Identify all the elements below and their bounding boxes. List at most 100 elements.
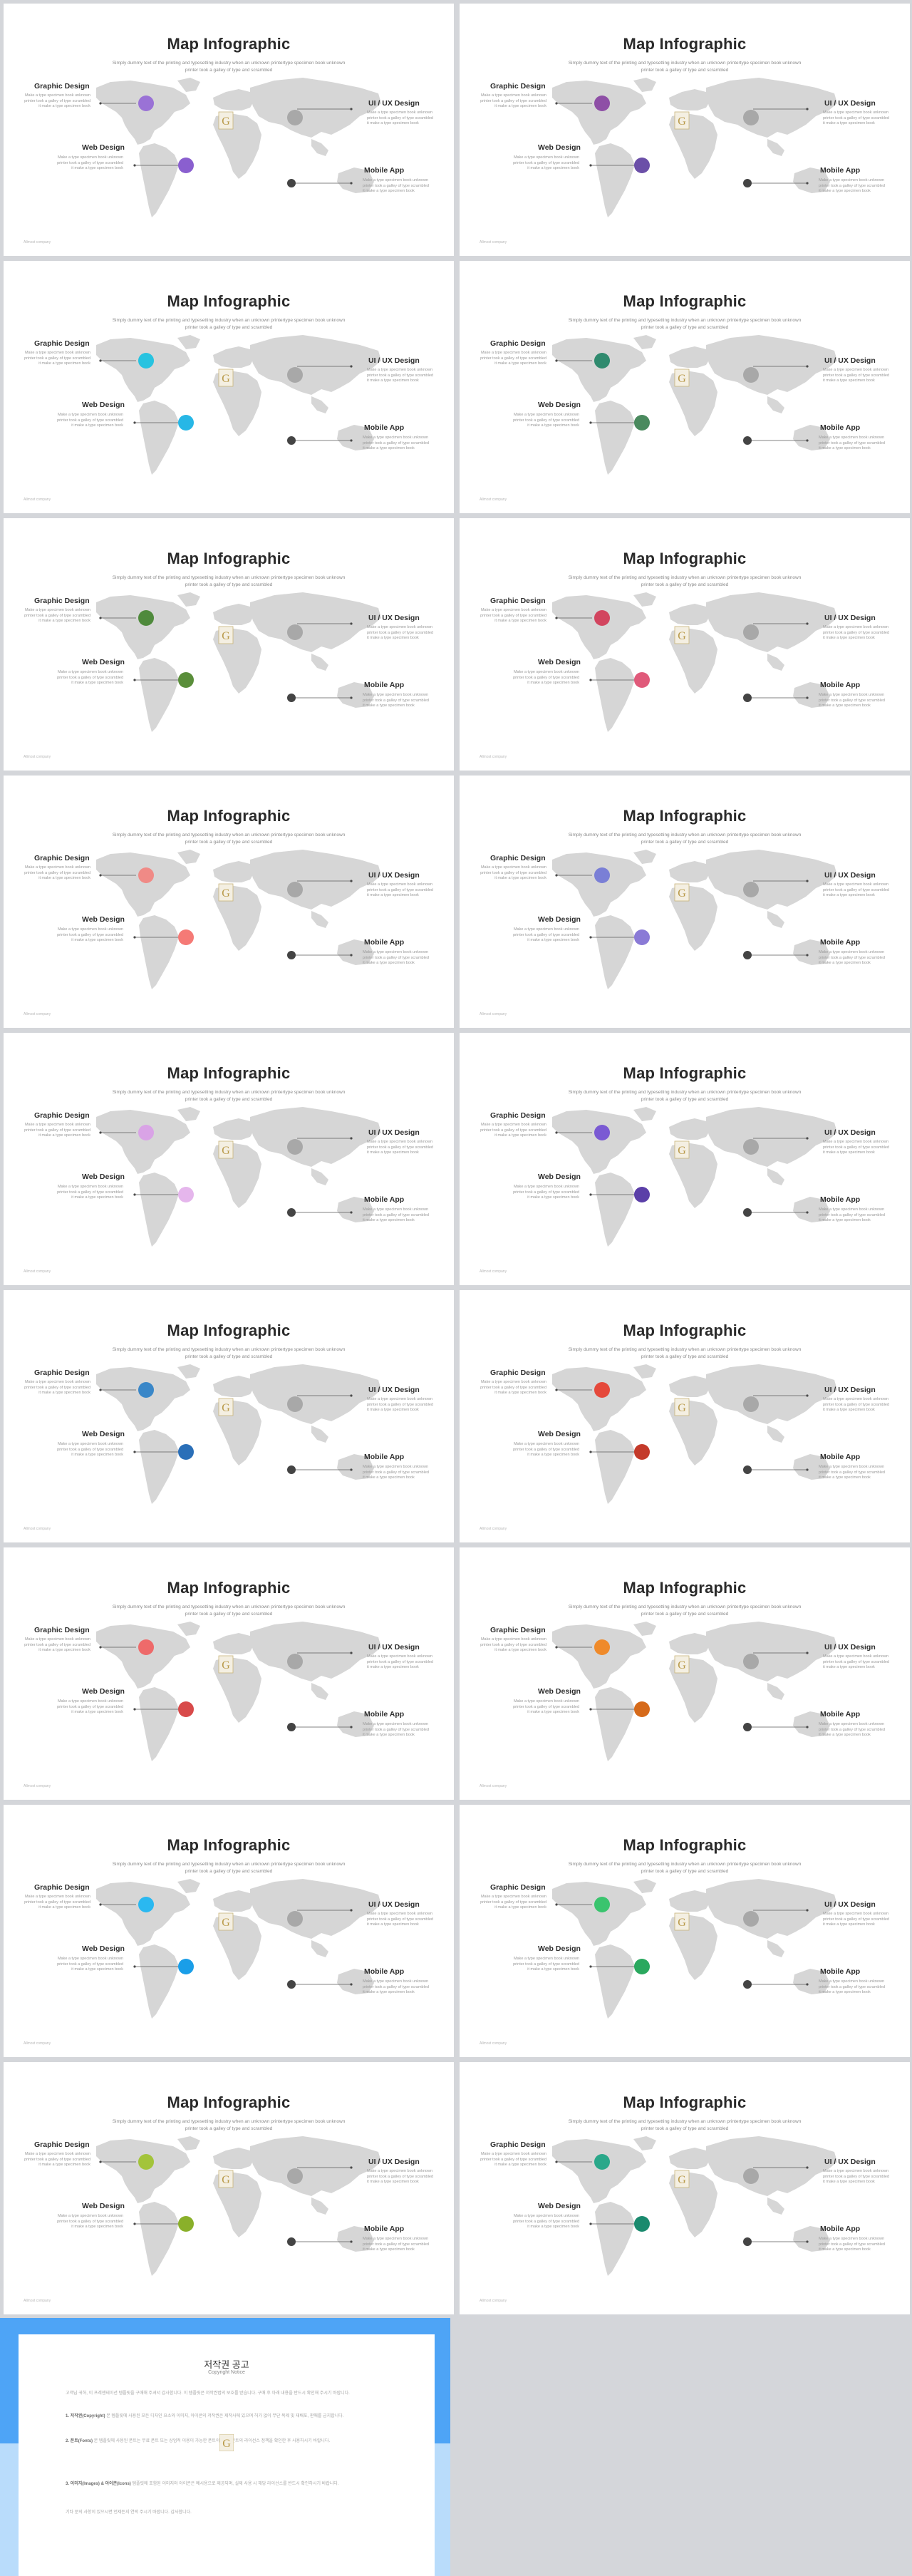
connector-dot-mobile — [806, 1726, 809, 1729]
connector-dot-uiux — [806, 365, 809, 368]
connector-dot-mobile — [350, 1211, 353, 1214]
connector-dot-graphic-design — [99, 874, 102, 877]
world-map — [552, 78, 837, 217]
copyright-notice-slide[interactable]: 저작권 공고 Copyright Notice 고객님 귀하, 이 프레젠테이션… — [0, 2318, 450, 2576]
map-infographic-slide-16[interactable]: Map Infographic Simply dummy text of the… — [460, 1805, 910, 2057]
web-design-label: Web Design — [538, 1687, 581, 1696]
graphic-design-label: Graphic Design — [490, 1626, 546, 1634]
slide-footer: Allmost company — [480, 498, 507, 502]
web-design-label: Web Design — [538, 143, 581, 152]
copyright-intro: 고객님 귀하, 이 프레젠테이션 템플릿을 구매해 주셔서 감사합니다. 이 템… — [66, 2391, 350, 2396]
copyright-section-2-head: 2. 폰트(Fonts) — [66, 2439, 93, 2443]
continents — [552, 850, 837, 989]
marker-africa — [743, 1208, 752, 1217]
marker-south-america — [634, 2216, 650, 2232]
copyright-section-1: 1. 저작권(Copyright) 본 템플릿에 사용된 모든 디자인 요소와 … — [66, 2413, 386, 2420]
mobile-app-label: Mobile App — [364, 1195, 405, 1204]
marker-north-america — [594, 1382, 610, 1398]
map-infographic-slide-15[interactable]: Map Infographic Simply dummy text of the… — [4, 1805, 454, 2057]
slide-footer: Allmost company — [24, 1527, 51, 1531]
map-infographic-slide-11[interactable]: Map Infographic Simply dummy text of the… — [4, 1290, 454, 1542]
center-logo-icon: G — [674, 369, 690, 387]
mobile-app-label: Mobile App — [820, 1967, 861, 1976]
continents — [552, 1622, 837, 1761]
connector-dot-graphic-design — [99, 617, 102, 619]
web-design-text: Make a type specimen book unknown printe… — [513, 155, 579, 170]
uiux-design-text: Make a type specimen book unknown printe… — [367, 1654, 433, 1669]
map-infographic-slide-12[interactable]: Map Infographic Simply dummy text of the… — [460, 1290, 910, 1542]
marker-asia — [743, 367, 759, 383]
map-infographic-slide-9[interactable]: Map Infographic Simply dummy text of the… — [4, 1033, 454, 1285]
web-design-label: Web Design — [82, 143, 125, 152]
center-logo-icon: G — [218, 883, 234, 902]
marker-asia — [287, 1654, 303, 1669]
marker-north-america — [594, 353, 610, 369]
slide-title: Map Infographic — [623, 1836, 747, 1854]
map-infographic-slide-10[interactable]: Map Infographic Simply dummy text of the… — [460, 1033, 910, 1285]
web-design-text: Make a type specimen book unknown printe… — [513, 670, 579, 685]
map-infographic-slide-18[interactable]: Map Infographic Simply dummy text of the… — [460, 2062, 910, 2314]
uiux-design-text: Make a type specimen book unknown printe… — [367, 625, 433, 640]
web-design-text: Make a type specimen book unknown printe… — [57, 1442, 123, 1457]
svg-text:G: G — [222, 1145, 230, 1157]
mobile-app-text: Make a type specimen book unknown printe… — [819, 436, 885, 450]
marker-asia — [743, 1911, 759, 1927]
mobile-app-label: Mobile App — [820, 166, 861, 175]
web-design-label: Web Design — [538, 1430, 581, 1438]
center-logo-icon: G — [674, 883, 690, 902]
uiux-design-text: Make a type specimen book unknown printe… — [823, 882, 889, 897]
connector-dot-mobile — [806, 696, 809, 699]
slide-title: Map Infographic — [167, 35, 291, 53]
slide-title: Map Infographic — [623, 35, 747, 53]
uiux-design-label: UI / UX Design — [824, 1128, 876, 1137]
copyright-section-3-text: 템플릿에 포함된 이미지와 아이콘은 예시용으로 제공되며, 실제 사용 시 해… — [130, 2482, 339, 2486]
graphic-design-text: Make a type specimen book unknown printe… — [24, 2152, 90, 2167]
connector-dot-graphic-design — [555, 1389, 558, 1391]
map-infographic-slide-14[interactable]: Map Infographic Simply dummy text of the… — [460, 1547, 910, 1800]
map-infographic-slide-4[interactable]: Map Infographic Simply dummy text of the… — [460, 261, 910, 513]
graphic-design-text: Make a type specimen book unknown printe… — [480, 865, 546, 880]
world-map — [552, 1879, 837, 2019]
map-infographic-slide-5[interactable]: Map Infographic Simply dummy text of the… — [4, 518, 454, 771]
connector-dot-web-design — [589, 1193, 592, 1196]
uiux-design-text: Make a type specimen book unknown printe… — [367, 2169, 433, 2184]
map-infographic-slide-6[interactable]: Map Infographic Simply dummy text of the… — [460, 518, 910, 771]
slide-footer: Allmost company — [24, 1269, 51, 1274]
connector-dot-mobile — [806, 954, 809, 957]
slide-subtitle: Simply dummy text of the printing and ty… — [568, 1604, 802, 1617]
connector-dot-uiux — [806, 1652, 809, 1654]
connector-layer: G — [99, 1897, 353, 1989]
connector-layer: G — [555, 1382, 809, 1474]
web-design-text: Make a type specimen book unknown printe… — [513, 1185, 579, 1200]
web-design-text: Make a type specimen book unknown printe… — [513, 1957, 579, 1972]
svg-text:G: G — [222, 887, 230, 900]
marker-asia — [287, 624, 303, 640]
marker-south-america — [178, 158, 194, 173]
mobile-app-label: Mobile App — [364, 423, 405, 432]
map-infographic-slide-13[interactable]: Map Infographic Simply dummy text of the… — [4, 1547, 454, 1800]
mobile-app-text: Make a type specimen book unknown printe… — [819, 178, 885, 193]
marker-south-america — [634, 672, 650, 688]
map-infographic-slide-8[interactable]: Map Infographic Simply dummy text of the… — [460, 776, 910, 1028]
marker-asia — [743, 1654, 759, 1669]
mobile-app-label: Mobile App — [820, 1195, 861, 1204]
connector-layer: G — [555, 1897, 809, 1989]
connector-dot-uiux — [350, 108, 353, 110]
map-infographic-slide-17[interactable]: Map Infographic Simply dummy text of the… — [4, 2062, 454, 2314]
map-infographic-slide-7[interactable]: Map Infographic Simply dummy text of the… — [4, 776, 454, 1028]
web-design-text: Make a type specimen book unknown printe… — [513, 413, 579, 428]
map-infographic-slide-2[interactable]: Map Infographic Simply dummy text of the… — [460, 4, 910, 256]
web-design-text: Make a type specimen book unknown printe… — [57, 1699, 123, 1714]
graphic-design-label: Graphic Design — [34, 1883, 90, 1892]
slide-subtitle: Simply dummy text of the printing and ty… — [112, 833, 346, 845]
mobile-app-label: Mobile App — [364, 681, 405, 689]
marker-africa — [287, 179, 296, 187]
map-infographic-slide-3[interactable]: Map Infographic Simply dummy text of the… — [4, 261, 454, 513]
uiux-design-text: Make a type specimen book unknown printe… — [823, 110, 889, 125]
marker-africa — [743, 2237, 752, 2246]
connector-dot-mobile — [350, 2240, 353, 2243]
map-infographic-slide-1[interactable]: Map Infographic Simply dummy text of the… — [4, 4, 454, 256]
slide-title: Map Infographic — [167, 1579, 291, 1597]
marker-north-america — [138, 1897, 154, 1912]
connector-layer: G — [99, 867, 353, 959]
